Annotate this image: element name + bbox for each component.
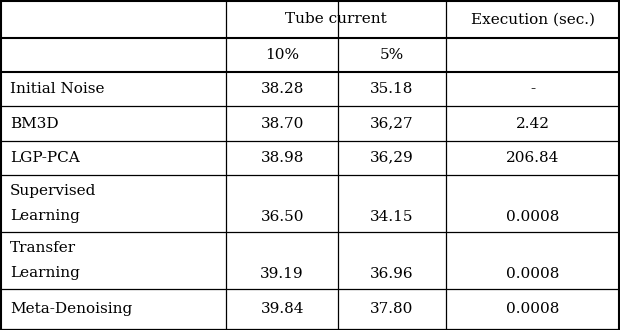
Text: 5%: 5%: [380, 48, 404, 62]
Text: Initial Noise: Initial Noise: [10, 82, 105, 96]
Text: 37.80: 37.80: [370, 302, 414, 316]
Text: Learning: Learning: [10, 209, 80, 223]
Text: 36,29: 36,29: [370, 151, 414, 165]
Text: 0.0008: 0.0008: [506, 302, 559, 316]
Text: LGP-PCA: LGP-PCA: [10, 151, 80, 165]
Text: 38.70: 38.70: [260, 116, 304, 131]
Text: 39.84: 39.84: [260, 302, 304, 316]
Text: 36,27: 36,27: [370, 116, 414, 131]
Text: BM3D: BM3D: [10, 116, 59, 131]
Text: 35.18: 35.18: [370, 82, 414, 96]
Text: 38.28: 38.28: [260, 82, 304, 96]
Text: Tube current: Tube current: [285, 13, 387, 26]
Text: 36.50: 36.50: [260, 211, 304, 224]
Text: -: -: [530, 82, 535, 96]
Text: Execution (sec.): Execution (sec.): [471, 13, 595, 26]
Text: 34.15: 34.15: [370, 211, 414, 224]
Text: 2.42: 2.42: [516, 116, 550, 131]
Text: Transfer: Transfer: [10, 241, 76, 255]
Text: 10%: 10%: [265, 48, 299, 62]
Text: 39.19: 39.19: [260, 267, 304, 281]
Text: Meta-Denoising: Meta-Denoising: [10, 302, 132, 316]
Text: 38.98: 38.98: [260, 151, 304, 165]
Text: 36.96: 36.96: [370, 267, 414, 281]
Text: 206.84: 206.84: [506, 151, 559, 165]
Text: Supervised: Supervised: [10, 184, 96, 198]
Text: Learning: Learning: [10, 266, 80, 280]
Text: 0.0008: 0.0008: [506, 211, 559, 224]
Text: 0.0008: 0.0008: [506, 267, 559, 281]
